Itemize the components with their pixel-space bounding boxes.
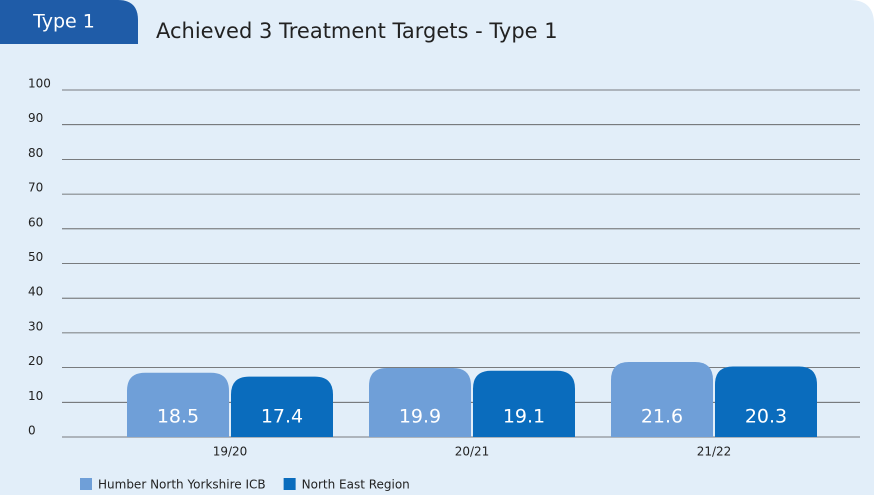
bar [369,367,471,437]
y-tick-label: 80 [28,146,43,160]
y-tick-label: 70 [28,181,43,195]
value-label: 20.3 [745,406,787,428]
y-tick-label: 20 [28,354,43,368]
bar [715,366,817,437]
value-label: 19.9 [399,406,441,428]
bar [127,372,229,437]
y-tick-label: 100 [28,77,51,91]
tab-label: Type 1 [32,11,95,33]
y-tick-label: 60 [28,215,43,229]
x-tick-label: 21/22 [697,445,732,459]
y-tick-label: 0 [28,424,36,438]
y-tick-label: 50 [28,250,43,264]
legend-swatch [80,478,92,490]
bar [611,362,713,437]
y-tick-label: 90 [28,111,43,125]
value-label: 21.6 [641,406,683,428]
x-tick-label: 19/20 [213,445,248,459]
y-tick-label: 10 [28,389,43,403]
value-label: 19.1 [503,406,545,428]
legend-label: North East Region [302,478,410,492]
y-tick-label: 30 [28,319,43,333]
value-label: 17.4 [261,406,303,428]
bar [231,376,333,437]
legend-swatch [283,478,296,490]
tab [0,0,138,44]
legend-label: Humber North Yorkshire ICB [98,478,266,492]
x-tick-label: 20/21 [455,445,490,459]
chart-title: Achieved 3 Treatment Targets - Type 1 [156,19,558,43]
value-label: 18.5 [157,406,199,428]
y-tick-label: 40 [28,285,43,299]
bar [473,370,575,437]
